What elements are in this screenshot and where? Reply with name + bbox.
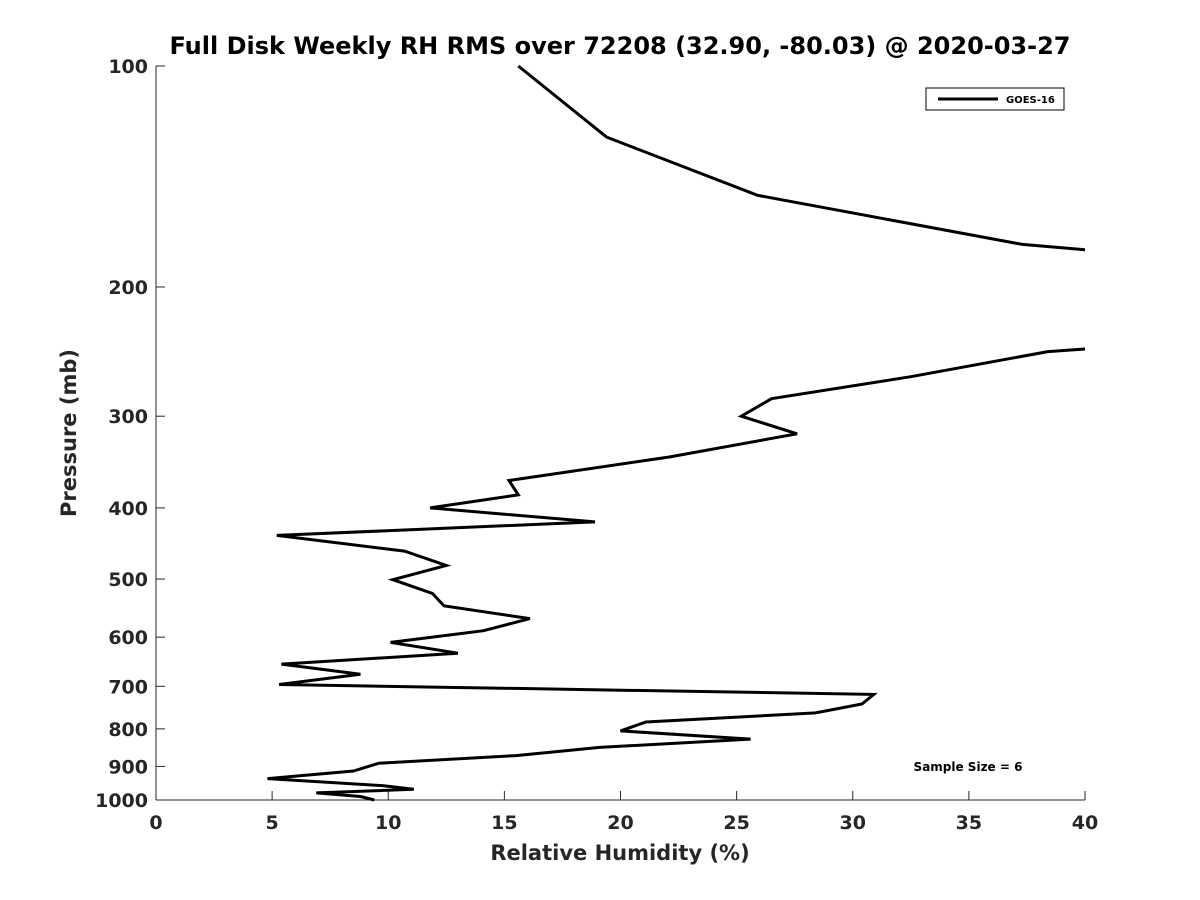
chart-title: Full Disk Weekly RH RMS over 72208 (32.9… (169, 32, 1070, 60)
y-tick-label: 1000 (95, 790, 148, 812)
y-tick-label: 500 (108, 569, 148, 591)
x-tick-label: 15 (491, 812, 517, 834)
plot-series (267, 64, 1086, 802)
y-tick-label: 700 (108, 676, 148, 698)
sample-size-annotation: Sample Size = 6 (914, 760, 1023, 774)
x-tick-label: 25 (723, 812, 749, 834)
y-axis-label: Pressure (mb) (57, 349, 81, 517)
x-tick-label: 35 (956, 812, 982, 834)
y-tick-label: 800 (108, 719, 148, 741)
x-tick-label: 20 (607, 812, 633, 834)
y-tick-label: 100 (108, 56, 148, 78)
x-tick-label: 40 (1072, 812, 1098, 834)
series-line-goes-16-segment-1 (517, 64, 1086, 252)
x-axis-label: Relative Humidity (%) (490, 841, 749, 865)
legend-label-goes-16: GOES-16 (1006, 95, 1055, 106)
y-tick-label: 900 (108, 756, 148, 778)
x-tick-label: 5 (266, 812, 279, 834)
legend: GOES-16 (925, 87, 1065, 111)
y-tick-label: 200 (108, 277, 148, 299)
y-tick-label: 600 (108, 627, 148, 649)
axes: 0 5 10 15 20 25 30 35 40 100 200 300 400 500 600 700 800… (95, 56, 1098, 834)
y-tick-label: 400 (108, 498, 148, 520)
x-tick-label: 0 (149, 812, 162, 834)
x-tick-label: 10 (375, 812, 401, 834)
x-tick-label: 30 (840, 812, 866, 834)
y-tick-label: 300 (108, 406, 148, 428)
series-line-goes-16-segment-2 (267, 347, 1086, 802)
